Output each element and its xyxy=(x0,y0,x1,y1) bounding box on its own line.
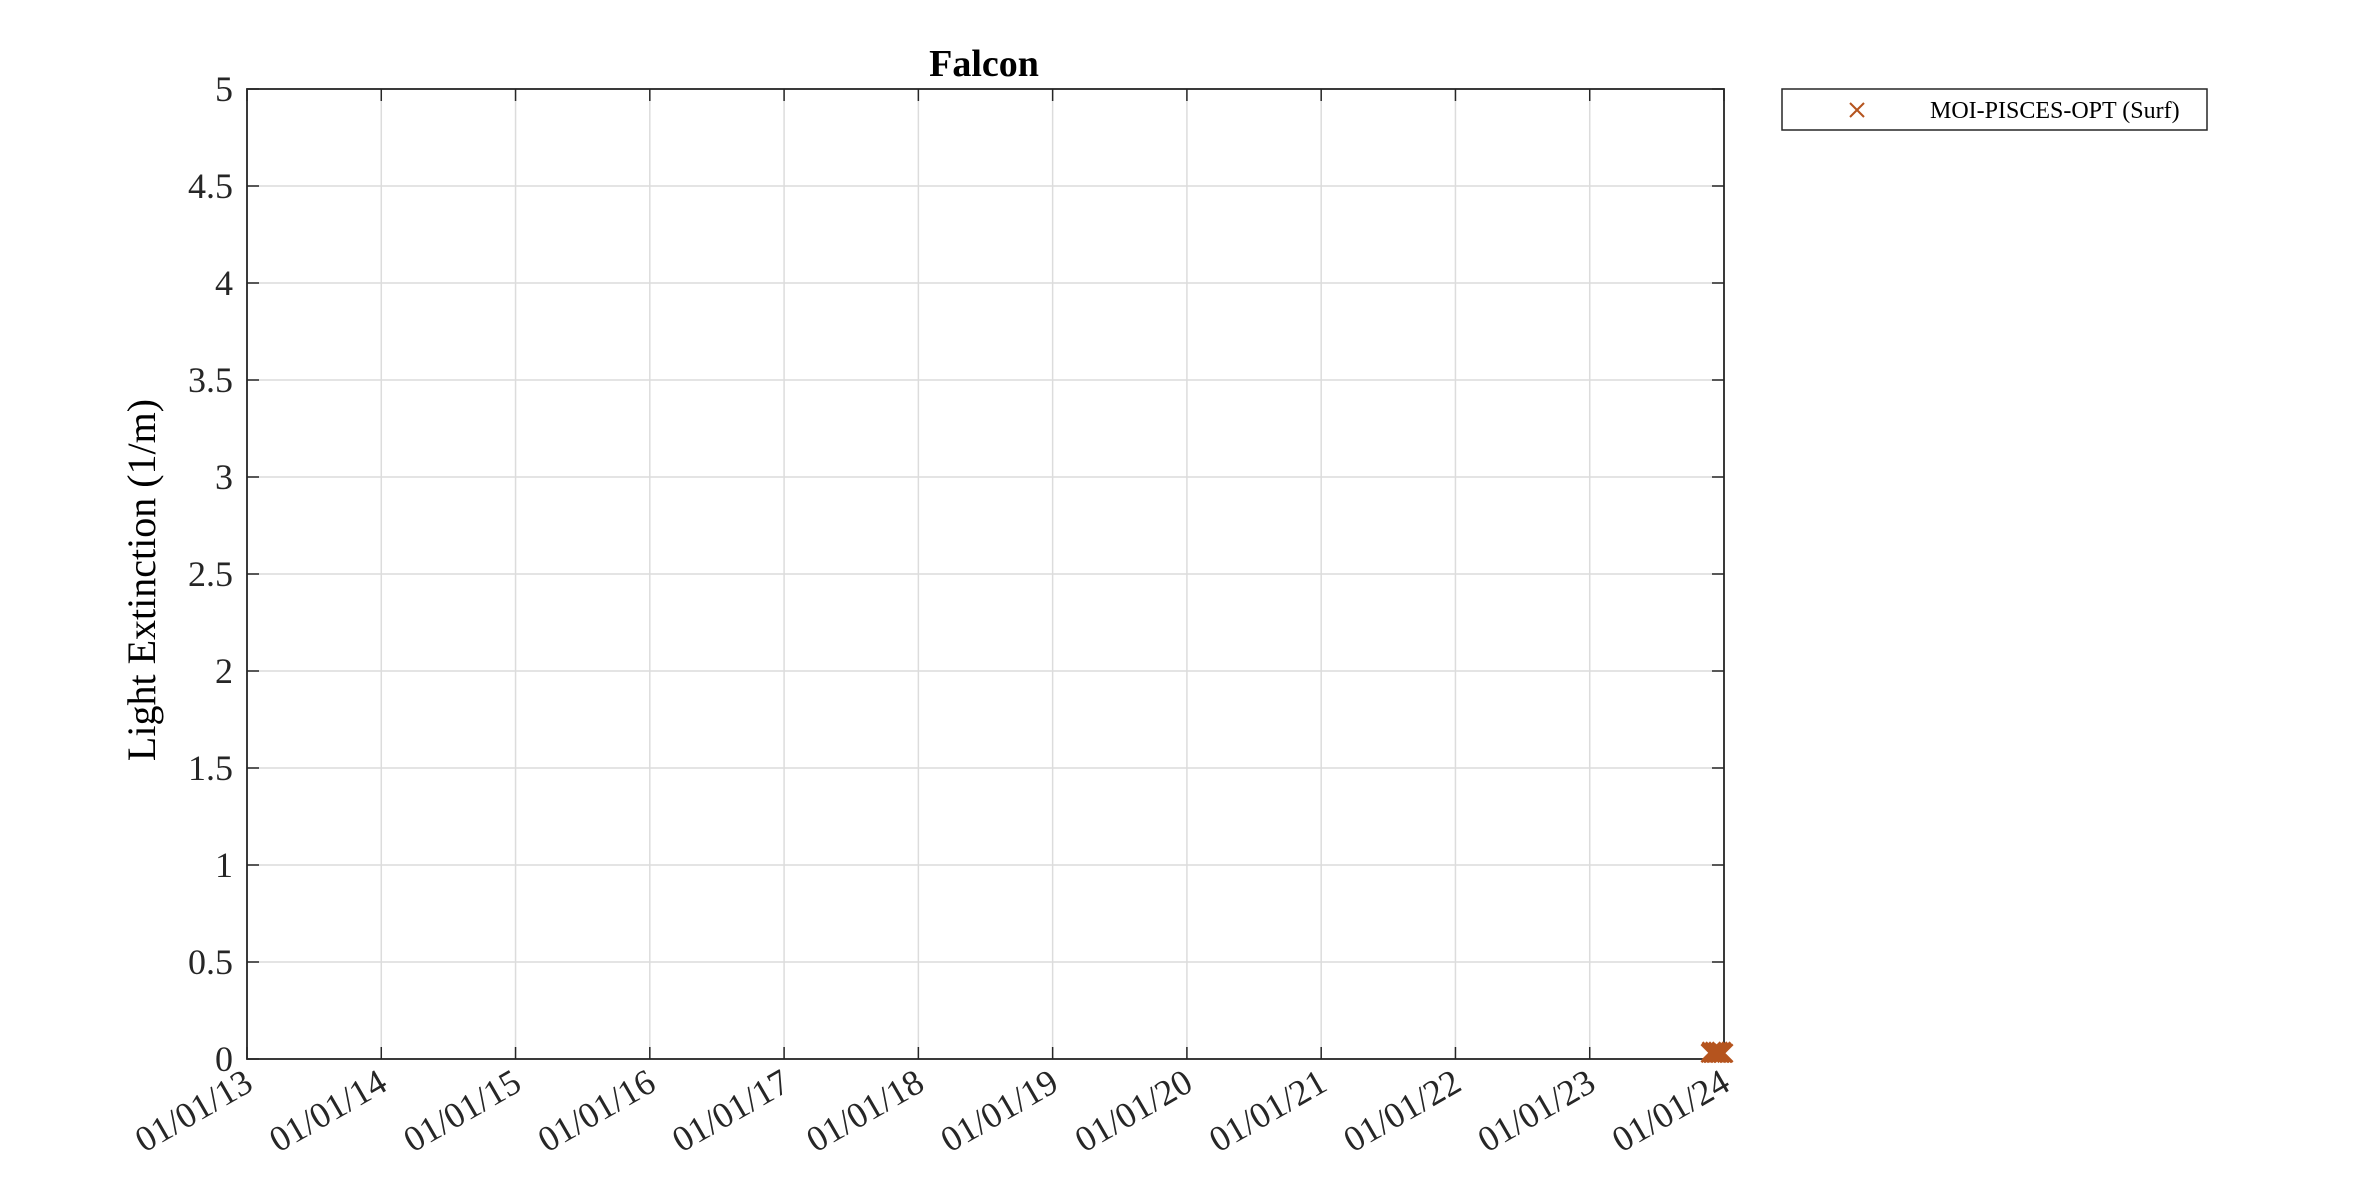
legend-entry-label: MOI-PISCES-OPT (Surf) xyxy=(1930,98,2180,124)
y-tick-label: 5 xyxy=(215,69,233,109)
y-tick-label: 1.5 xyxy=(188,748,233,788)
data-point xyxy=(1713,1043,1734,1064)
y-tick-label: 0.5 xyxy=(188,942,233,982)
legend-marker-x-icon xyxy=(1849,102,1865,118)
y-tick-label: 3 xyxy=(215,457,233,497)
y-tick-label: 2.5 xyxy=(188,554,233,594)
legend-marker-stroke xyxy=(1849,102,1865,118)
y-axis-label: Light Extinction (1/m) xyxy=(119,399,164,761)
y-tick-label: 1 xyxy=(215,845,233,885)
data-point-stroke xyxy=(1713,1043,1734,1064)
series-points xyxy=(1700,1041,1734,1064)
chart-title: Falcon xyxy=(929,43,1039,85)
y-tick-label: 2 xyxy=(215,651,233,691)
plot-area-border xyxy=(246,88,1725,1060)
y-tick-label: 4 xyxy=(215,263,233,303)
y-tick-label: 0 xyxy=(215,1039,233,1079)
legend-box xyxy=(1781,88,2208,131)
y-tick-label: 3.5 xyxy=(188,360,233,400)
y-tick-label: 4.5 xyxy=(188,166,233,206)
legend: MOI-PISCES-OPT (Surf) xyxy=(1781,88,2208,131)
